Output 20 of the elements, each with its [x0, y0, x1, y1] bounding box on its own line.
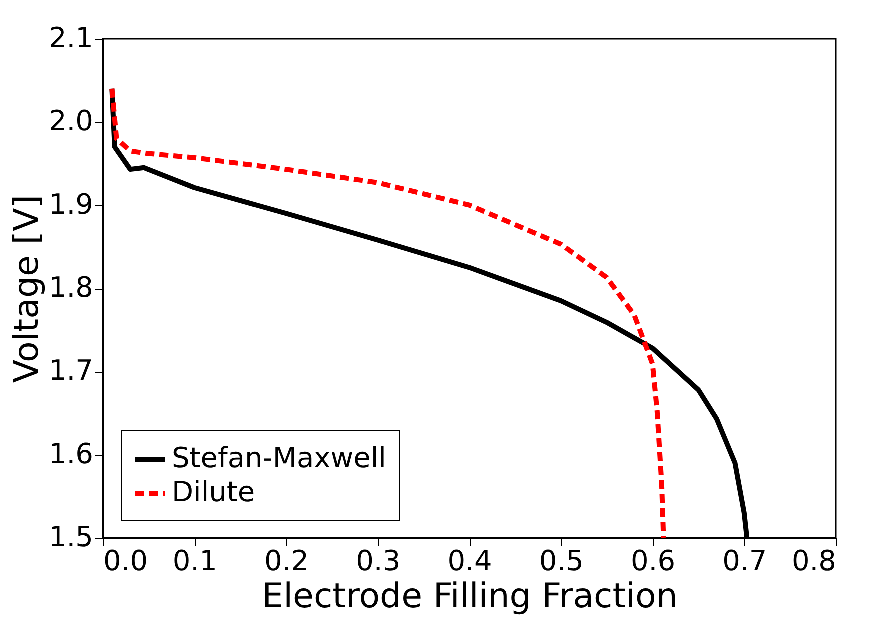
- y-tick-label: 2.0: [48, 104, 94, 138]
- x-tick-label: 0.2: [264, 544, 310, 578]
- x-tick-label: 0.5: [539, 544, 584, 578]
- x-tick-label: 0.4: [448, 544, 492, 578]
- y-tick-label: 1.5: [48, 520, 94, 554]
- y-tick-label: 2.1: [48, 22, 94, 54]
- x-tick-label: 0.1: [172, 544, 218, 578]
- x-tick-label: 0.8: [792, 544, 836, 578]
- legend-label: Stefan-Maxwell: [172, 442, 386, 474]
- x-tick-label: 0.0: [104, 544, 148, 578]
- y-tick-label: 1.9: [48, 188, 94, 221]
- legend-label: Dilute: [172, 476, 256, 508]
- y-tick-label: 1.8: [48, 271, 94, 304]
- x-tick-label: 0.3: [356, 544, 401, 578]
- x-axis-title: Electrode Filling Fraction: [262, 576, 678, 616]
- y-tick-label: 1.7: [48, 354, 94, 388]
- y-axis-title: Voltage [V]: [6, 194, 47, 384]
- x-tick-label: 0.6: [630, 544, 676, 578]
- y-tick-label: 1.6: [48, 437, 94, 470]
- x-tick-label: 0.7: [722, 544, 768, 578]
